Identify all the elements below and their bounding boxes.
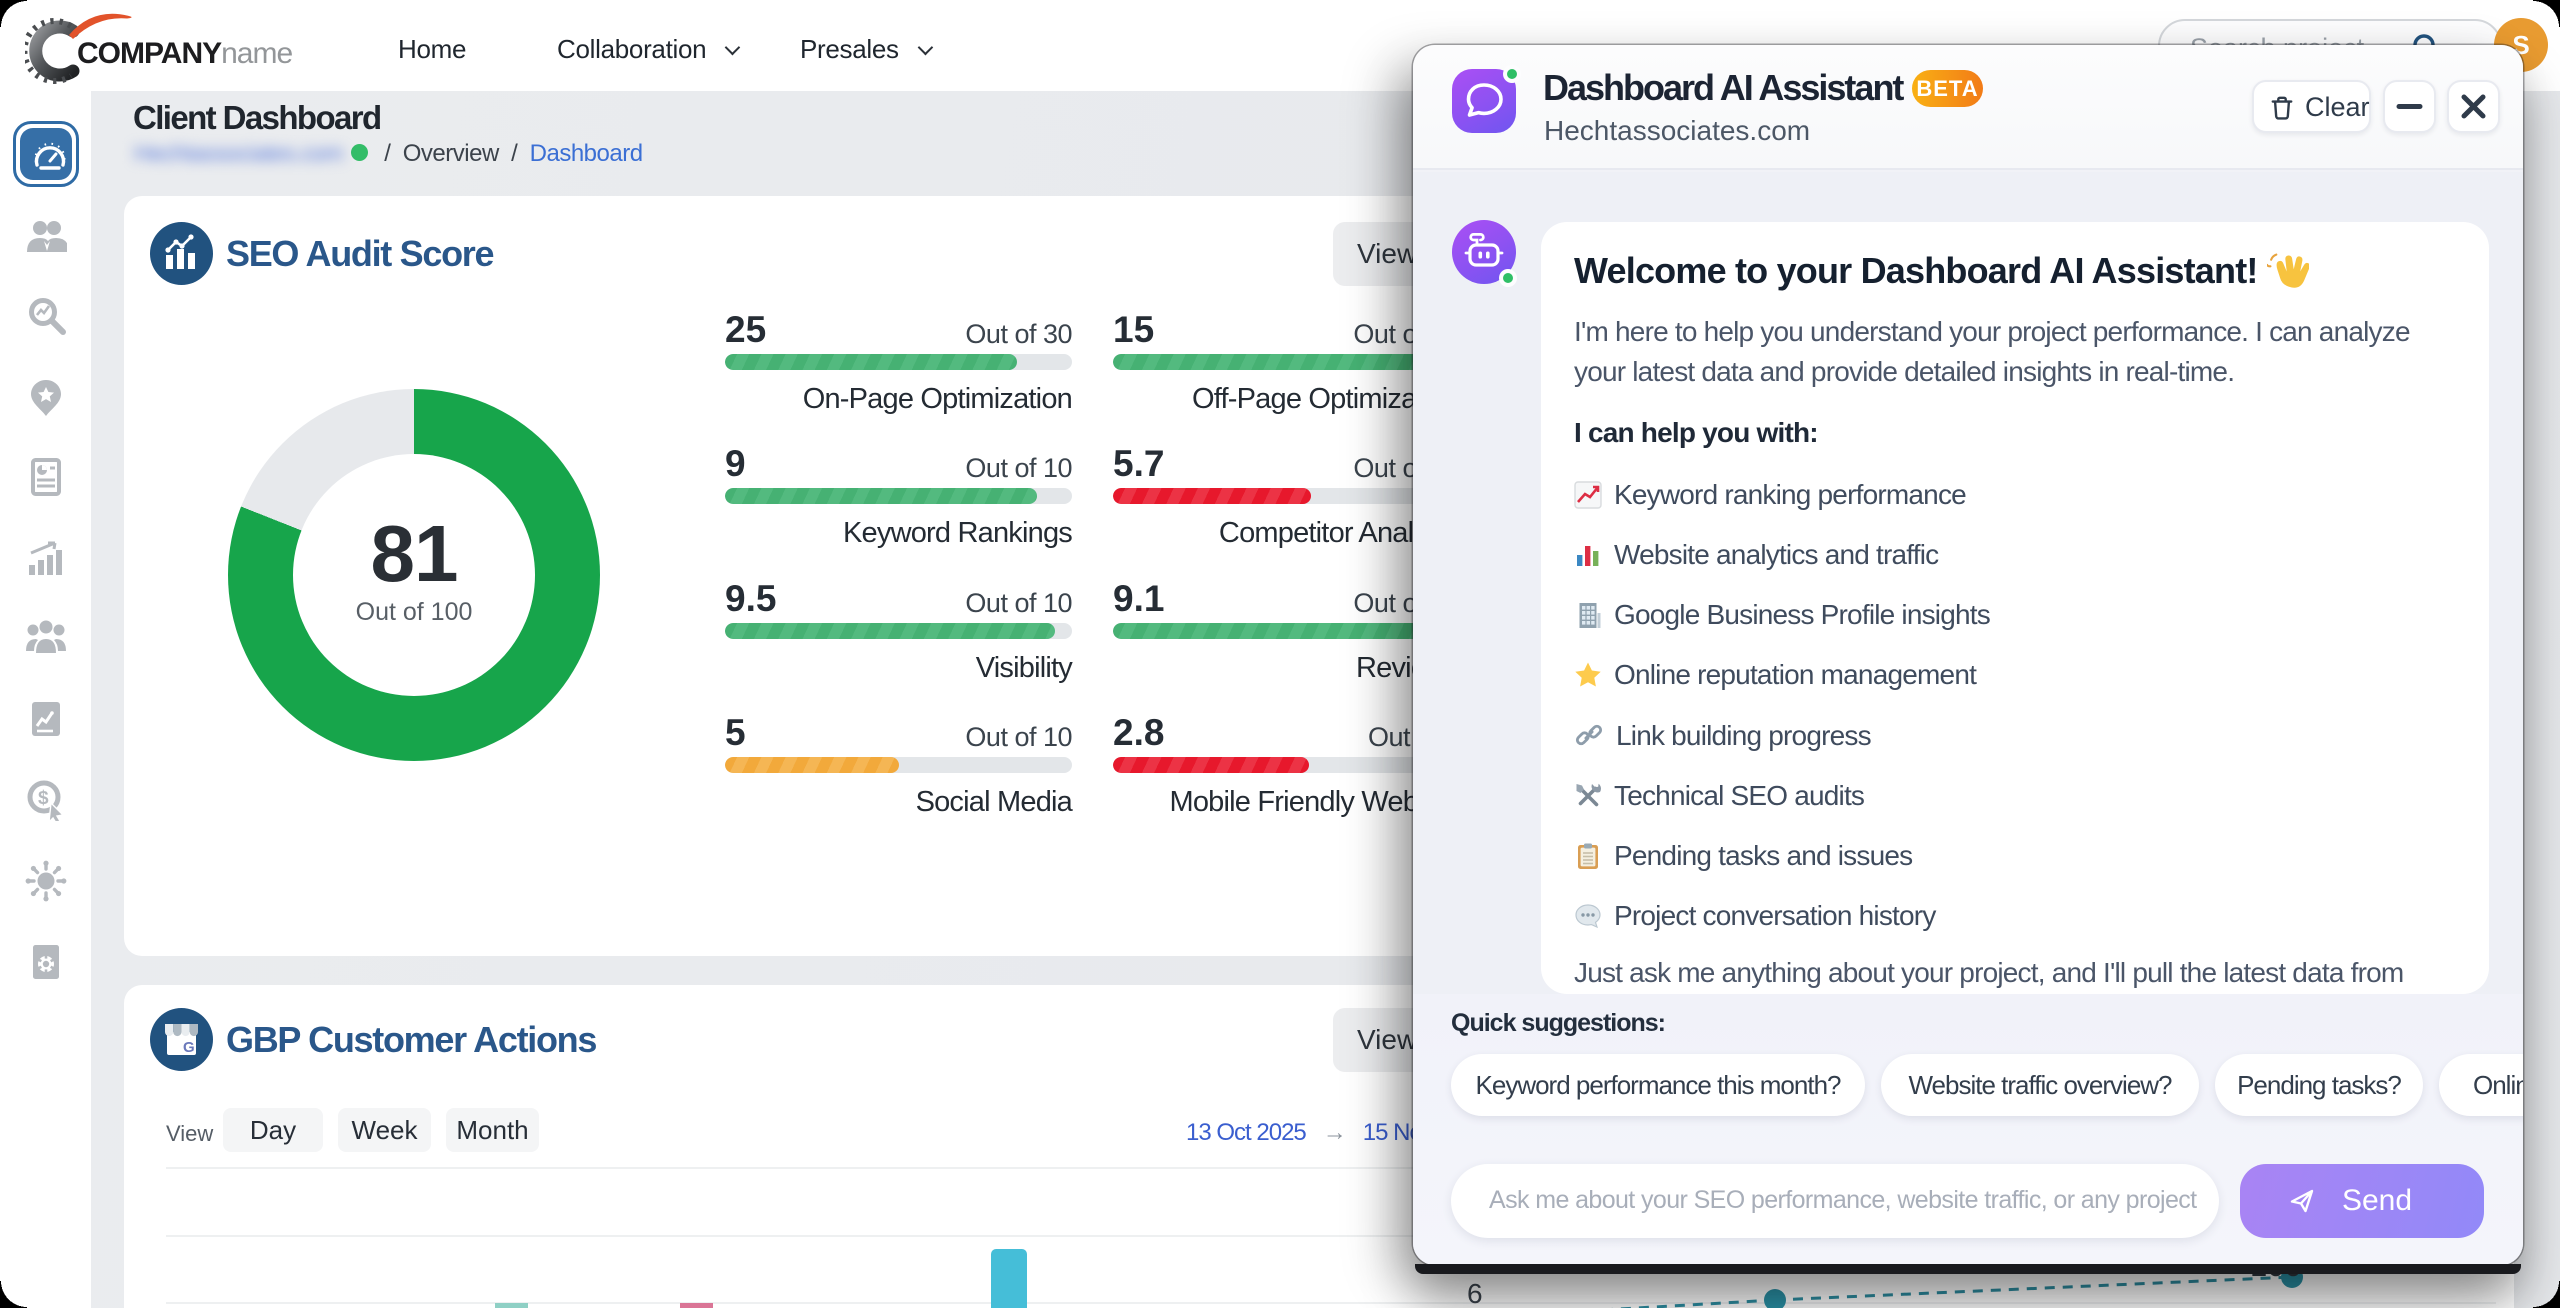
svg-text:G: G [183, 1039, 195, 1056]
svg-text:$: $ [38, 788, 49, 809]
svg-text:COMPANYname: COMPANYname [77, 37, 292, 70]
